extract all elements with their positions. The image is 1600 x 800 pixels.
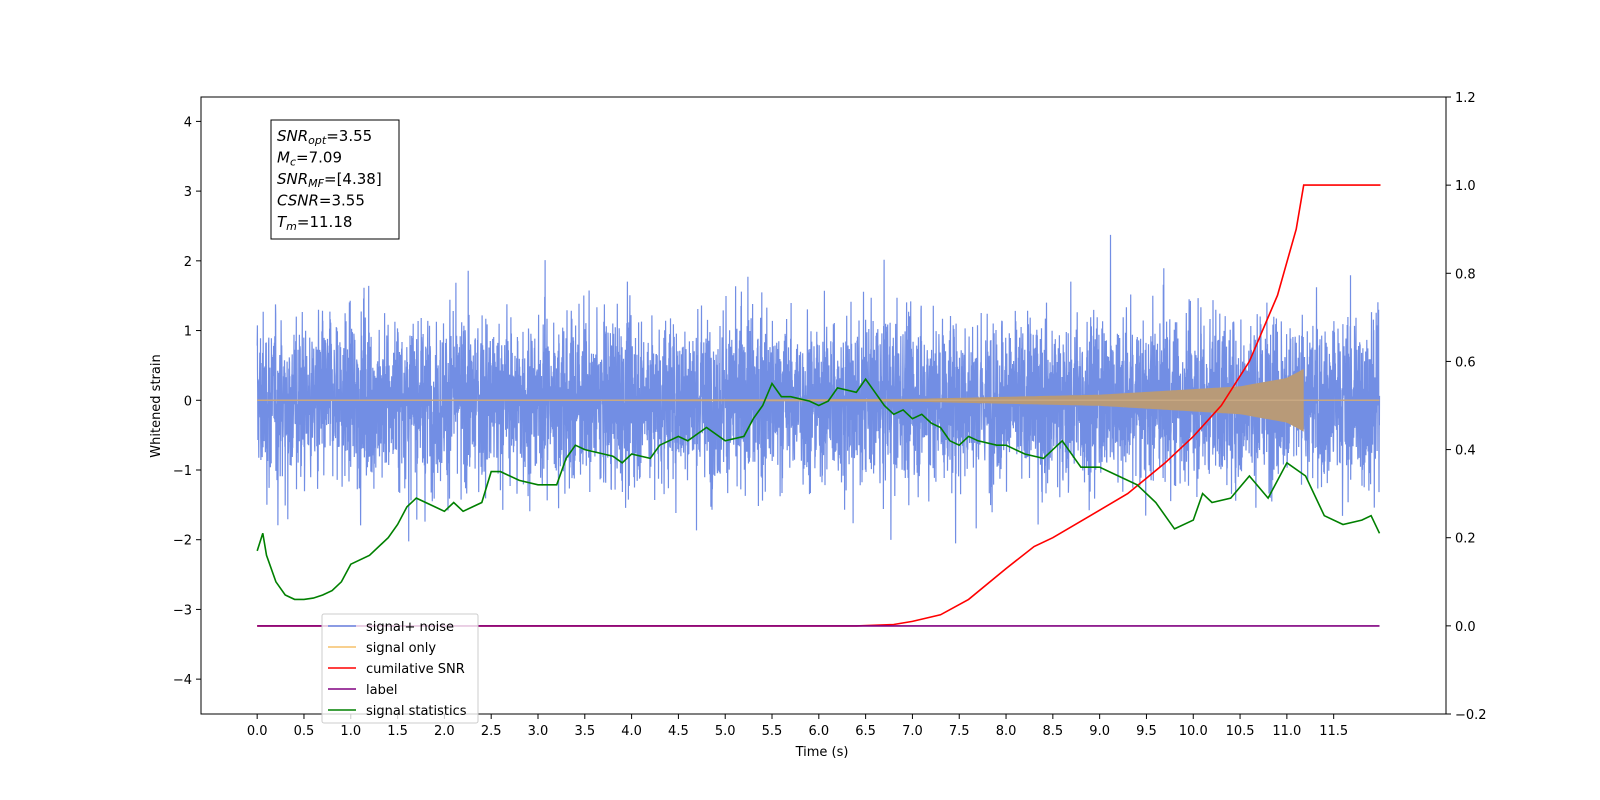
legend-entry-label: signal statistics xyxy=(366,704,467,719)
annotation-line: Tm=11.18 xyxy=(277,213,352,233)
legend-entry-label: signal only xyxy=(366,641,436,656)
annotation-value: =7.09 xyxy=(296,149,342,167)
y-tick-label: −4 xyxy=(173,673,192,688)
annotation-symbol: T xyxy=(277,213,288,231)
x-tick-label: 2.0 xyxy=(434,724,455,739)
y-tick-label: 3 xyxy=(184,185,192,200)
series-layer xyxy=(256,184,1381,627)
y-tick-label: 2 xyxy=(184,255,192,270)
x-tick-label: 7.0 xyxy=(902,724,923,739)
x-axis: 0.0 0.5 1.0 1.5 2.0 2.5 3.0 3.5 4.0 4.5 5.0 5.5 6.0 6… xyxy=(247,714,1348,739)
legend: signal+ noise signal only cumilative SNR la… xyxy=(321,613,479,724)
y2-tick-label: 0.4 xyxy=(1455,444,1476,459)
y2-tick-label: 0.8 xyxy=(1455,267,1476,282)
annotation-line: SNRMF=[4.38] xyxy=(277,170,382,190)
x-tick-label: 9.0 xyxy=(1089,724,1110,739)
x-tick-label: 4.5 xyxy=(668,724,689,739)
annotation-subscript: MF xyxy=(308,177,324,190)
x-tick-label: 8.0 xyxy=(996,724,1017,739)
annotation-symbol: M xyxy=(277,149,290,167)
y2-tick-label: 1.2 xyxy=(1455,91,1476,106)
annotation-line: SNRopt=3.55 xyxy=(277,127,372,147)
x-tick-label: 5.0 xyxy=(715,724,736,739)
y-tick-label: 4 xyxy=(184,115,192,130)
annotation-subscript: m xyxy=(286,220,297,233)
plot-frame xyxy=(200,96,1447,715)
y-axis-right: 1.2 1.0 0.8 0.6 0.4 0.2 0.0 −0.2 xyxy=(1446,91,1487,723)
x-tick-label: 0.5 xyxy=(294,724,315,739)
annotation-box: SNRopt=3.55Mc=7.09SNRMF=[4.38]CSNR=3.55T… xyxy=(270,119,400,240)
x-tick-label: 7.5 xyxy=(949,724,970,739)
y2-tick-label: 0.0 xyxy=(1455,620,1476,635)
x-tick-label: 10.5 xyxy=(1226,724,1255,739)
annotation-symbol: CSNR xyxy=(277,192,319,210)
x-axis-label: Time (s) xyxy=(795,745,849,760)
y-tick-label: 1 xyxy=(184,325,192,340)
x-tick-label: 1.5 xyxy=(387,724,408,739)
annotation-value: =[4.38] xyxy=(324,170,382,188)
annotation-symbol: SNR xyxy=(277,127,308,145)
y-tick-label: 0 xyxy=(184,394,192,409)
series-cumilative-snr xyxy=(257,184,1381,627)
y2-tick-label: 0.2 xyxy=(1455,532,1476,547)
x-tick-label: 6.5 xyxy=(855,724,876,739)
annotation-value: =11.18 xyxy=(297,213,353,231)
annotation-frame xyxy=(270,119,400,240)
legend-entry-label: label xyxy=(366,683,397,698)
y-tick-label: −3 xyxy=(173,603,192,618)
y-axis-left: 4 3 2 1 0 −1 −2 −3 −4 xyxy=(173,115,201,688)
x-tick-label: 3.5 xyxy=(574,724,595,739)
annotation-value: =3.55 xyxy=(319,192,365,210)
x-tick-label: 2.5 xyxy=(481,724,502,739)
x-tick-label: 3.0 xyxy=(528,724,549,739)
annotation-line: Mc=7.09 xyxy=(277,149,342,169)
y2-tick-label: 0.6 xyxy=(1455,355,1476,370)
legend-frame xyxy=(321,613,479,724)
annotation-subscript: opt xyxy=(308,134,327,147)
x-tick-label: 9.5 xyxy=(1136,724,1157,739)
y2-tick-label: −0.2 xyxy=(1455,708,1487,723)
annotation-value: =3.55 xyxy=(326,127,372,145)
x-tick-label: 1.0 xyxy=(340,724,361,739)
x-tick-label: 11.0 xyxy=(1272,724,1301,739)
annotation-symbol: SNR xyxy=(277,170,308,188)
x-tick-label: 0.0 xyxy=(247,724,268,739)
legend-entry-label: cumilative SNR xyxy=(366,662,465,677)
x-tick-label: 8.5 xyxy=(1042,724,1063,739)
x-tick-label: 4.0 xyxy=(621,724,642,739)
y-tick-label: −1 xyxy=(173,464,192,479)
y2-tick-label: 1.0 xyxy=(1455,179,1476,194)
y-axis-label: Whitened strain xyxy=(149,354,164,457)
x-tick-label: 10.0 xyxy=(1179,724,1208,739)
annotation-subscript: c xyxy=(290,156,296,169)
x-tick-label: 5.5 xyxy=(762,724,783,739)
series-signal-statistics xyxy=(256,377,1381,601)
x-tick-label: 6.0 xyxy=(808,724,829,739)
legend-entry-label: signal+ noise xyxy=(366,620,454,635)
x-tick-label: 11.5 xyxy=(1319,724,1348,739)
annotation-line: CSNR=3.55 xyxy=(277,192,365,210)
y-tick-label: −2 xyxy=(173,534,192,549)
